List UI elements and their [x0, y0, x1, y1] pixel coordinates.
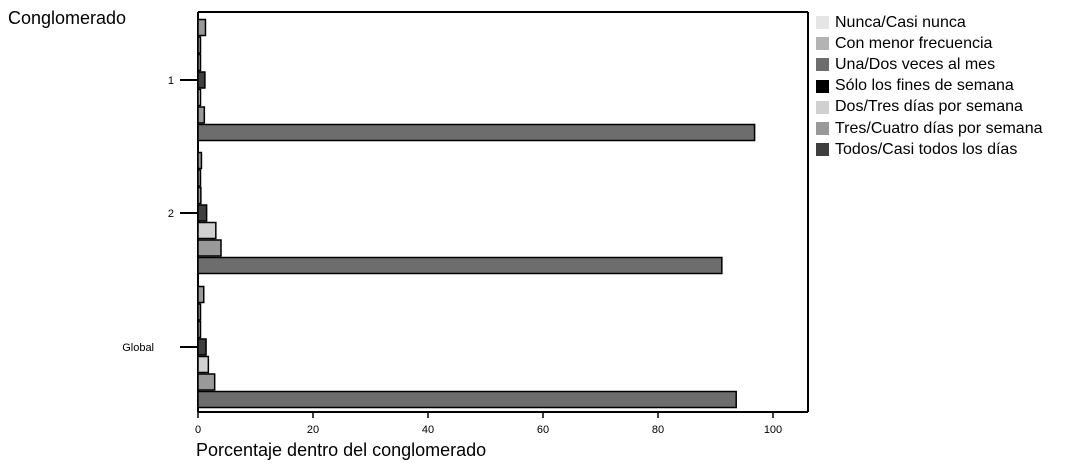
bar	[197, 88, 202, 107]
legend-label: Sólo los fines de semana	[835, 77, 1014, 95]
bar	[197, 239, 222, 257]
bar	[197, 320, 202, 339]
legend-swatch	[816, 37, 829, 51]
legend-item: Todos/Casi todos los días	[816, 139, 1043, 160]
legend-label: Nunca/Casi nunca	[835, 13, 966, 31]
x-axis-title: Porcentaje dentro del conglomerado	[196, 440, 487, 460]
legend-swatch	[816, 122, 829, 136]
legend-swatch	[816, 58, 829, 72]
legend-swatch	[816, 100, 829, 114]
bar	[197, 285, 205, 304]
y-tick-label: 2	[168, 208, 174, 220]
y-axis-title: Conglomerado	[8, 8, 127, 28]
x-tick-label: 40	[422, 424, 434, 436]
legend-label: Todos/Casi todos los días	[835, 140, 1018, 158]
legend-label: Con menor frecuencia	[835, 34, 993, 52]
bar	[197, 355, 210, 374]
bar	[197, 390, 737, 409]
bar	[197, 71, 206, 89]
legend-item: Dos/Tres días por semana	[816, 97, 1043, 118]
x-tick-label: 0	[195, 424, 201, 436]
bar	[197, 123, 756, 142]
x-tick-label: 20	[307, 424, 319, 436]
bar	[197, 204, 208, 222]
x-tick-label: 60	[537, 424, 549, 436]
bar	[197, 53, 202, 72]
legend-item: Nunca/Casi nunca	[816, 12, 1043, 33]
legend-label: Dos/Tres días por semana	[835, 98, 1023, 116]
legend-item: Con menor frecuencia	[816, 33, 1043, 54]
bar	[197, 256, 723, 275]
legend-label: Tres/Cuatro días por semana	[835, 119, 1043, 137]
legend-swatch	[816, 79, 829, 93]
bar	[197, 221, 217, 240]
legend-swatch	[816, 143, 829, 157]
bar	[197, 338, 207, 356]
legend-label: Una/Dos veces al mes	[835, 55, 996, 73]
bar	[197, 36, 202, 54]
bar	[197, 186, 202, 205]
legend: Nunca/Casi nunca Con menor frecuencia Una/…	[816, 12, 1043, 160]
legend-item: Sólo los fines de semana	[816, 76, 1043, 97]
y-tick-label: 1	[168, 75, 174, 87]
legend-swatch	[816, 16, 829, 30]
bar	[197, 18, 207, 37]
bar	[197, 169, 202, 187]
bar	[197, 303, 202, 321]
x-tick-label: 80	[652, 424, 664, 436]
y-tick-label: Global	[122, 342, 154, 354]
legend-item: Una/Dos veces al mes	[816, 54, 1043, 75]
x-tick-label: 100	[764, 424, 782, 436]
legend-item: Tres/Cuatro días por semana	[816, 118, 1043, 139]
bar	[197, 373, 216, 391]
bar	[197, 106, 206, 124]
bar	[197, 151, 203, 170]
